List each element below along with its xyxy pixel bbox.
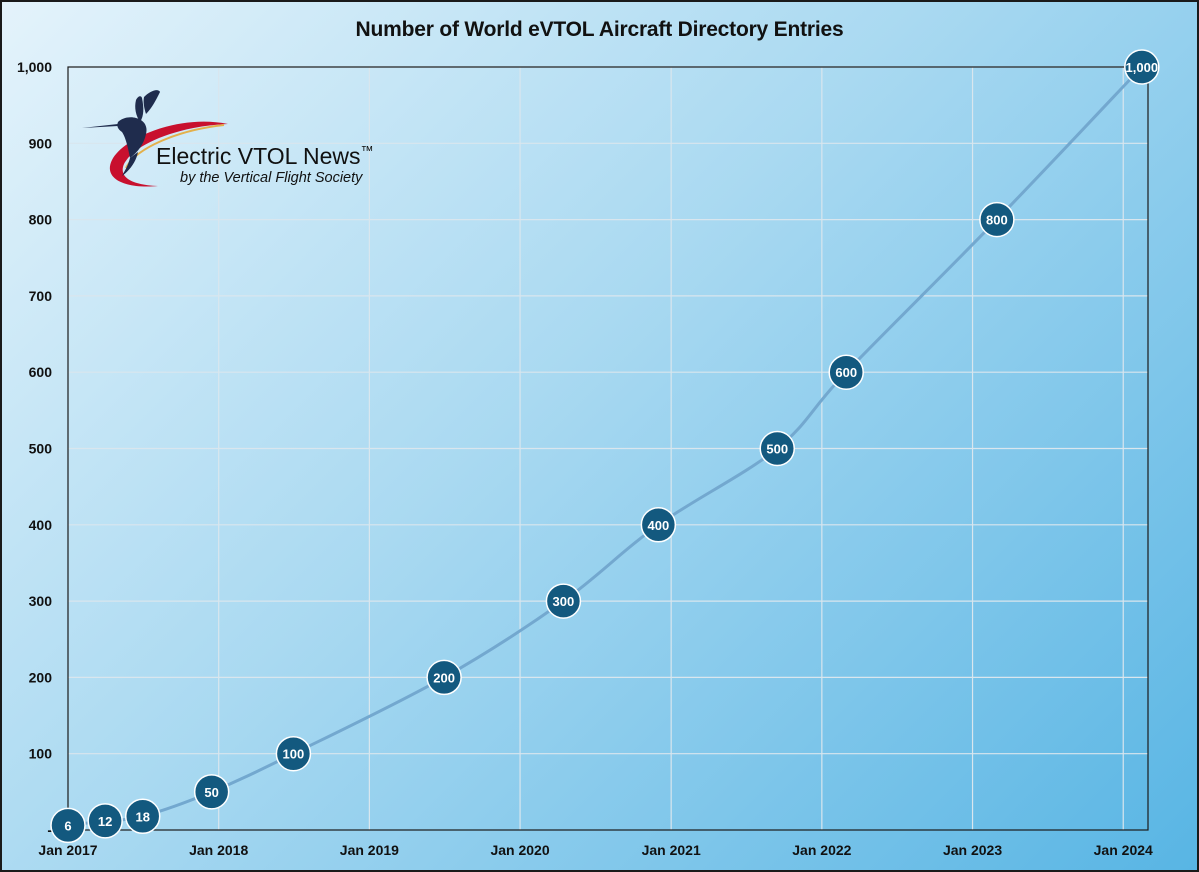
data-point-label: 400 xyxy=(648,518,670,533)
x-tick-label: Jan 2021 xyxy=(642,842,701,858)
y-tick-label: 100 xyxy=(29,746,53,762)
data-point-marker xyxy=(1124,49,1160,85)
data-point-label: 6 xyxy=(64,818,71,833)
y-tick-label: 600 xyxy=(29,364,53,380)
x-tick-label: Jan 2017 xyxy=(38,842,97,858)
data-point-label: 600 xyxy=(835,365,857,380)
data-point-label: 50 xyxy=(204,785,218,800)
data-point-marker xyxy=(87,803,123,839)
data-point-label: 12 xyxy=(98,814,112,829)
data-point-marker xyxy=(426,659,462,696)
y-tick-label: 900 xyxy=(29,135,53,151)
data-point-marker xyxy=(640,507,677,543)
y-tick-label: 300 xyxy=(29,593,53,609)
x-tick-label: Jan 2022 xyxy=(792,842,851,858)
data-point-marker xyxy=(979,201,1015,238)
data-point-marker xyxy=(545,583,582,619)
data-point-label: 800 xyxy=(986,213,1008,228)
x-tick-label: Jan 2024 xyxy=(1094,842,1153,858)
x-tick-label: Jan 2019 xyxy=(340,842,399,858)
data-point-marker xyxy=(828,354,864,390)
logo-title: Electric VTOL News™ xyxy=(156,143,374,169)
data-point-label: 300 xyxy=(553,594,575,609)
data-point-label: 100 xyxy=(283,747,305,762)
logo-subtitle: by the Vertical Flight Society xyxy=(180,170,363,186)
x-tick-label: Jan 2023 xyxy=(943,842,1002,858)
plot-area-border xyxy=(67,66,1149,831)
electric-vtol-news-logo: Electric VTOL News™ by the Vertical Flig… xyxy=(82,90,374,187)
y-tick-label: 200 xyxy=(29,669,53,685)
x-tick-label: Jan 2020 xyxy=(490,842,549,858)
data-point-marker xyxy=(275,735,312,772)
data-point-label: 500 xyxy=(766,442,788,457)
y-tick-label: 400 xyxy=(29,517,53,533)
x-axis-ticks: Jan 2017 Jan 2018 Jan 2019 Jan 2020 Jan 2021… xyxy=(38,842,1153,858)
data-point-marker xyxy=(50,807,86,844)
data-point-label: 18 xyxy=(135,809,149,824)
y-tick-label: 500 xyxy=(29,441,53,457)
data-point-marker xyxy=(759,430,796,467)
data-point-label: 200 xyxy=(433,670,455,685)
chart-title: Number of World eVTOL Aircraft Directory… xyxy=(355,18,844,41)
y-tick-label: 800 xyxy=(29,212,53,228)
hummingbird-icon xyxy=(82,90,160,176)
y-tick-label: 1,000 xyxy=(17,59,52,75)
data-point-marker xyxy=(124,798,161,835)
x-tick-label: Jan 2018 xyxy=(189,842,248,858)
y-tick-label: 700 xyxy=(29,288,53,304)
data-point-label: 1,000 xyxy=(1126,60,1159,75)
grid xyxy=(68,66,1148,830)
y-axis-ticks: - 100 200 300 400 500 600 700 800 900 1,000 xyxy=(17,59,52,838)
y-tick-label: - xyxy=(47,822,52,838)
data-points: 6 12 18 50 100 200 300 400 500 600 800 1,000 xyxy=(50,49,1160,844)
data-point-marker xyxy=(193,774,230,810)
